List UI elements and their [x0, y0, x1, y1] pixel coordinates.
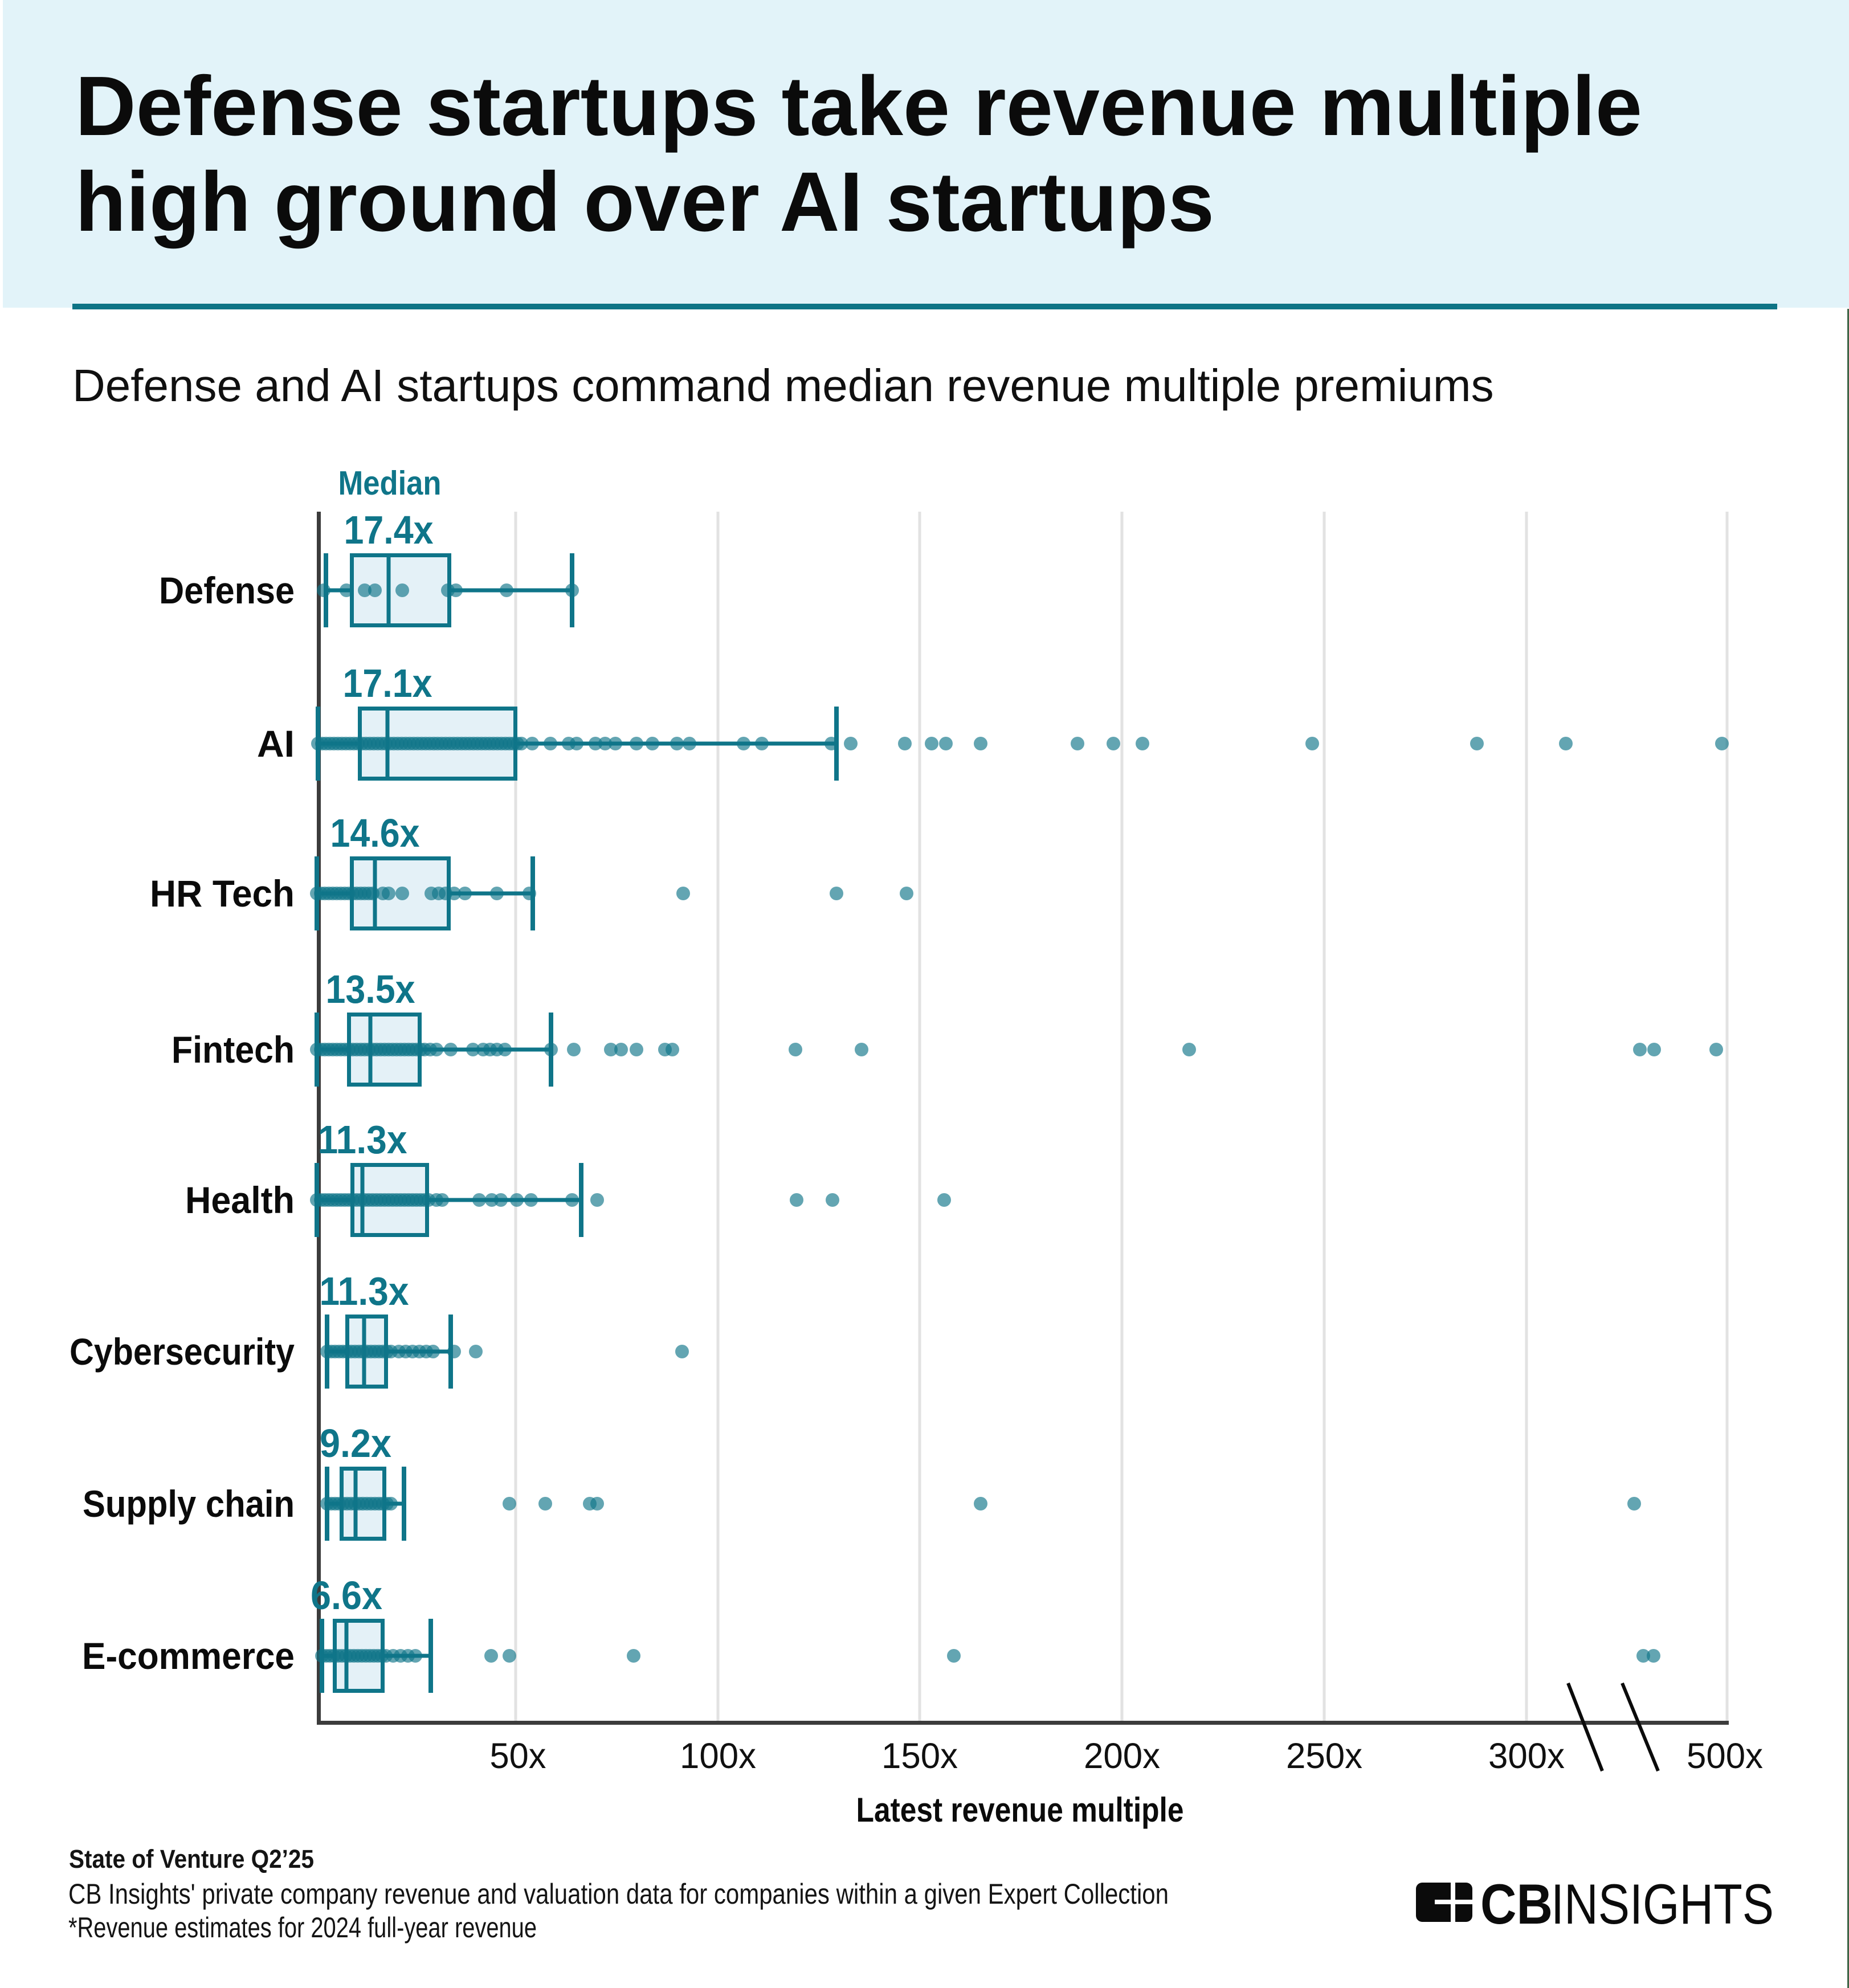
svg-text:*Revenue estimates for 2024 fu: *Revenue estimates for 2024 full-year re… [68, 1912, 537, 1944]
svg-text:50x: 50x [490, 1736, 546, 1776]
svg-text:9.2x: 9.2x [320, 1421, 391, 1466]
svg-text:Defense: Defense [159, 569, 295, 611]
svg-text:CB: CB [1480, 1872, 1553, 1936]
svg-text:Fintech: Fintech [172, 1028, 295, 1071]
svg-text:13.5x: 13.5x [326, 967, 415, 1011]
svg-text:State of Venture Q2’25: State of Venture Q2’25 [69, 1844, 314, 1873]
svg-text:INSIGHTS: INSIGHTS [1551, 1872, 1774, 1936]
svg-text:Defense startups take revenue: Defense startups take revenue multiple [75, 59, 1642, 153]
svg-text:AI: AI [257, 722, 295, 765]
svg-text:Defense and AI startups comman: Defense and AI startups command median r… [72, 360, 1494, 411]
svg-text:HR Tech: HR Tech [150, 872, 295, 915]
svg-text:Supply chain: Supply chain [83, 1483, 295, 1525]
svg-text:100x: 100x [680, 1736, 756, 1776]
svg-text:250x: 250x [1286, 1736, 1362, 1776]
svg-text:14.6x: 14.6x [330, 811, 420, 855]
svg-text:Health: Health [185, 1179, 295, 1221]
svg-text:high ground over AI startups: high ground over AI startups [75, 155, 1214, 249]
svg-text:E-commerce: E-commerce [82, 1635, 295, 1677]
svg-text:CB Insights' private company r: CB Insights' private company revenue and… [68, 1878, 1169, 1910]
svg-text:Cybersecurity: Cybersecurity [70, 1330, 295, 1373]
svg-text:Latest revenue multiple: Latest revenue multiple [856, 1791, 1184, 1829]
svg-text:17.4x: 17.4x [344, 508, 434, 552]
svg-text:6.6x: 6.6x [311, 1573, 382, 1618]
svg-text:300x: 300x [1488, 1736, 1565, 1776]
svg-text:11.3x: 11.3x [320, 1269, 409, 1313]
svg-text:200x: 200x [1084, 1736, 1160, 1776]
svg-text:150x: 150x [881, 1736, 958, 1776]
svg-text:17.1x: 17.1x [343, 661, 432, 705]
svg-text:500x: 500x [1687, 1736, 1763, 1776]
svg-text:Median: Median [338, 464, 442, 502]
svg-text:11.3x: 11.3x [318, 1117, 407, 1162]
